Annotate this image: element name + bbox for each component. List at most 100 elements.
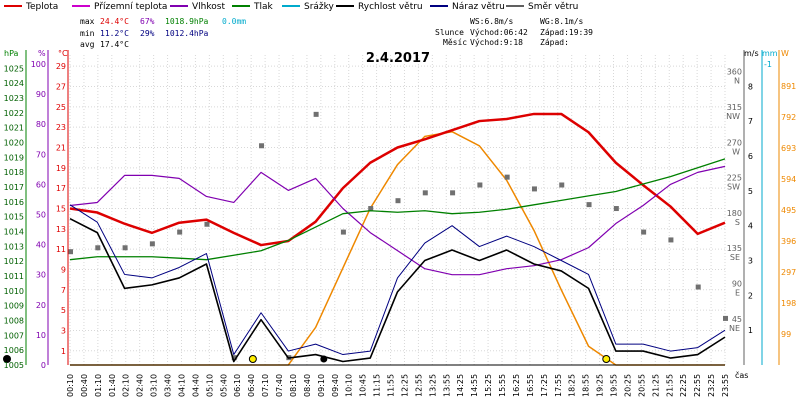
hpa-tick-label: 1021 xyxy=(4,124,24,133)
x-tick-label: 17:55 xyxy=(554,374,563,397)
legend-label-prizemni-teplota: Přízemní teplota xyxy=(94,2,167,12)
temp-tick-label: 1 xyxy=(61,347,66,356)
x-tick-label: 14:25 xyxy=(456,374,465,397)
wind-dir-tick-label: 90 xyxy=(732,280,742,289)
x-tick-label: 04:40 xyxy=(191,374,200,397)
x-tick-label: 07:10 xyxy=(261,374,270,397)
hpa-tick-label: 1007 xyxy=(4,331,24,340)
humidity-tick-label: 40 xyxy=(36,241,46,250)
x-tick-label: 22:55 xyxy=(693,374,702,397)
humidity-tick-label: 100 xyxy=(31,60,46,69)
hpa-tick-label: 1025 xyxy=(4,64,24,73)
x-tick-label: 09:40 xyxy=(331,374,340,397)
stats-min-pressure: 1012.4hPa xyxy=(165,29,209,38)
series-line xyxy=(69,217,726,363)
wind-direction-point xyxy=(504,174,510,180)
moonrise-marker xyxy=(320,355,328,363)
series-line xyxy=(69,204,726,356)
temp-tick-label: 11 xyxy=(56,245,66,254)
wind-direction-point xyxy=(340,229,346,235)
wind-speed-tick-label: 6 xyxy=(748,152,753,161)
stats-avg-temp: 17.4°C xyxy=(100,40,129,49)
wind-direction-point xyxy=(313,111,319,117)
wind-speed-tick-label: 4 xyxy=(748,222,753,231)
wind-dir-letter: E xyxy=(735,289,740,298)
wind-direction-point xyxy=(259,143,265,149)
moon-phase-icon xyxy=(3,355,11,363)
series-line xyxy=(69,158,726,261)
legend-label-vlhkost: Vlhkost xyxy=(192,2,225,12)
humidity-tick-label: 70 xyxy=(36,150,46,159)
wind-dir-tick-label: 315 xyxy=(727,103,742,112)
hpa-tick-label: 1020 xyxy=(4,139,24,148)
wind-direction-point xyxy=(586,202,592,208)
humidity-tick-label: 50 xyxy=(36,211,46,220)
wind-dir-tick-label: 135 xyxy=(727,244,742,253)
x-tick-label: 13:55 xyxy=(442,374,451,397)
x-tick-label: 12:55 xyxy=(414,374,423,397)
hpa-tick-label: 1013 xyxy=(4,242,24,251)
legend-label-naraz-vetru: Náraz větru xyxy=(452,2,505,12)
solar-tick-label: 198 xyxy=(781,299,796,308)
stats-max-rain: 0.0mm xyxy=(222,17,246,26)
solar-tick-label: 693 xyxy=(781,144,796,153)
solar-tick-label: 396 xyxy=(781,237,796,246)
hpa-tick-label: 1022 xyxy=(4,109,24,118)
sunset-info: Západ:19:39 xyxy=(540,28,593,37)
hpa-tick-label: 1010 xyxy=(4,287,24,296)
humidity-tick-label: 10 xyxy=(36,331,46,340)
solar-tick-label: 792 xyxy=(781,113,796,122)
wind-dir-letter: SE xyxy=(730,253,740,262)
wind-direction-point xyxy=(122,245,128,251)
grid-lines xyxy=(69,55,726,365)
stats-min-label: min xyxy=(80,29,95,38)
legend-label-srazky: Srážky xyxy=(304,2,335,12)
wind-direction-point xyxy=(231,355,237,361)
x-tick-label: 10:10 xyxy=(345,374,354,397)
x-tick-label: 14:55 xyxy=(470,374,479,397)
x-tick-label: 20:25 xyxy=(623,374,632,397)
temp-tick-label: 7 xyxy=(61,286,66,295)
humidity-tick-label: 90 xyxy=(36,90,46,99)
wind-direction-point xyxy=(559,182,565,188)
plot-area xyxy=(70,55,725,365)
wind-speed-info: WS:6.8m/s xyxy=(470,17,514,26)
x-axis-label: čas xyxy=(735,370,748,380)
axes: 00:10 00:40 01:10 01:40 02:10 02:40 03:10 03:40… xyxy=(4,49,797,397)
hpa-tick-label: 1014 xyxy=(4,228,24,237)
x-tick-label: 02:10 xyxy=(122,374,131,397)
hpa-tick-label: 1016 xyxy=(4,198,24,207)
wind-direction-point xyxy=(177,229,183,235)
x-tick-label: 05:40 xyxy=(219,374,228,397)
legend-label-rychlost-vetru: Rychlost větru xyxy=(358,2,423,12)
moonset-info: Západ: xyxy=(540,38,569,47)
wind-direction-point xyxy=(668,237,674,243)
rain-axis-label: mm xyxy=(762,49,778,58)
wind-gust-info: WG:8.1m/s xyxy=(540,17,584,26)
solar-tick-label: 297 xyxy=(781,268,796,277)
x-tick-label: 11:55 xyxy=(387,374,396,397)
x-tick-label: 00:40 xyxy=(80,374,89,397)
stats-max-temp: 24.4°C xyxy=(100,17,129,26)
hpa-tick-label: 1017 xyxy=(4,183,24,192)
x-tick-label: 10:45 xyxy=(359,374,368,397)
legend: Teplota Přízemní teplota Vlhkost Tlak Sr… xyxy=(4,2,578,12)
wind-direction-point xyxy=(204,221,210,227)
humidity-tick-label: 80 xyxy=(36,120,46,129)
x-tick-label: 03:40 xyxy=(164,374,173,397)
temp-tick-label: 27 xyxy=(56,83,66,92)
temp-tick-label: 21 xyxy=(56,143,66,152)
solar-tick-label: 891 xyxy=(781,82,796,91)
x-tick-label: 17:25 xyxy=(540,374,549,397)
series-line xyxy=(69,112,726,247)
x-tick-label: 01:10 xyxy=(94,374,103,397)
hpa-tick-label: 1019 xyxy=(4,153,24,162)
stats-min-humidity: 29% xyxy=(140,29,155,38)
wind-direction-point xyxy=(531,186,537,192)
x-tick-label: 19:25 xyxy=(596,374,605,397)
wind-direction-point xyxy=(641,229,647,235)
solar-tick-label: 495 xyxy=(781,206,796,215)
temp-tick-label: 17 xyxy=(56,184,66,193)
x-tick-label: 18:55 xyxy=(582,374,591,397)
